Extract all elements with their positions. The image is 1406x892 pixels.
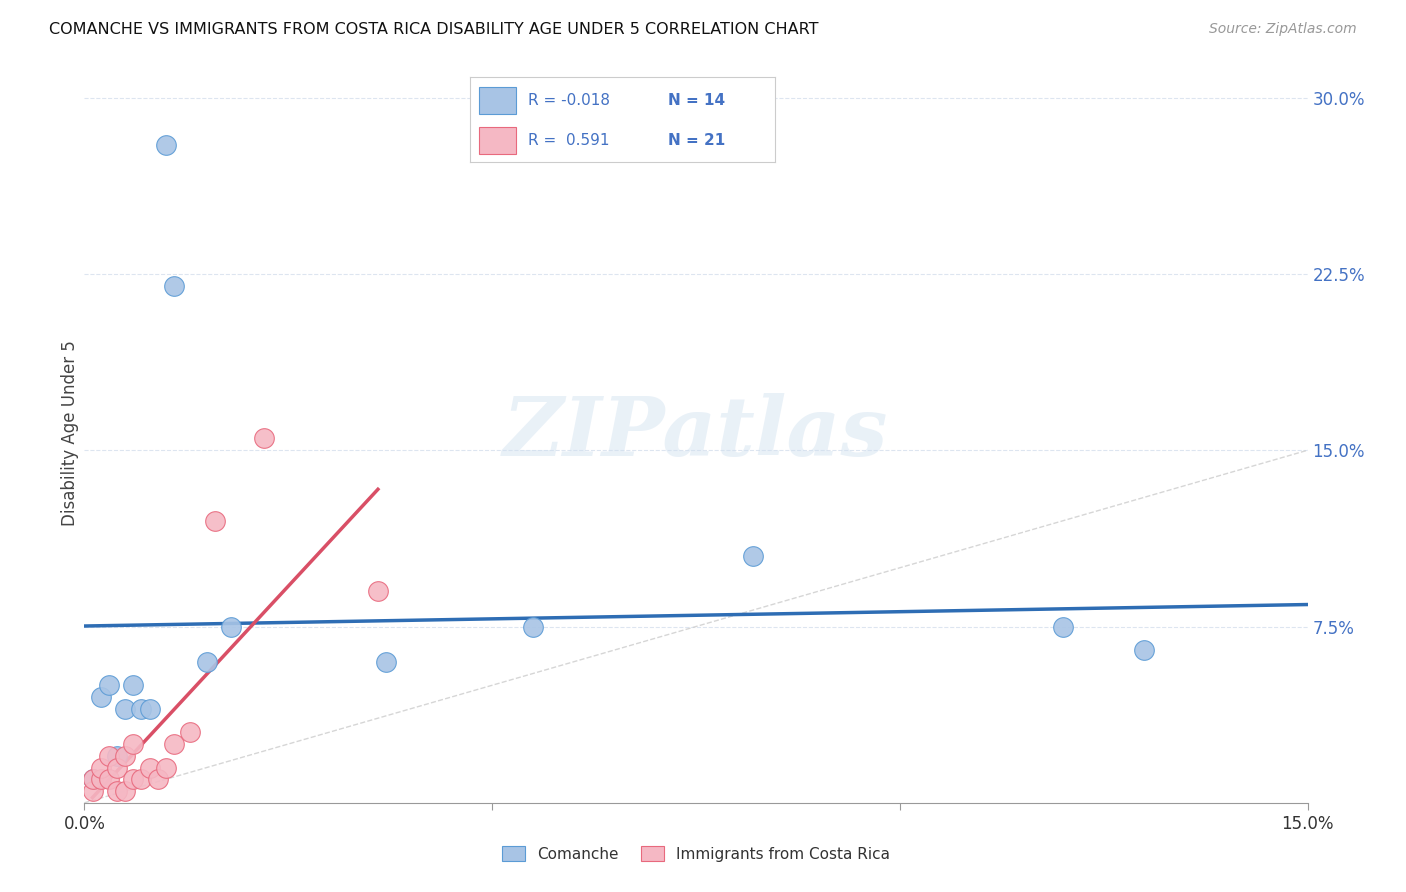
Point — [367, 584, 389, 599]
Point — [105, 748, 128, 763]
Point — [146, 772, 169, 787]
Point — [131, 702, 153, 716]
Text: COMANCHE VS IMMIGRANTS FROM COSTA RICA DISABILITY AGE UNDER 5 CORRELATION CHART: COMANCHE VS IMMIGRANTS FROM COSTA RICA D… — [49, 22, 818, 37]
Point — [82, 784, 104, 798]
Point — [105, 784, 128, 798]
Point — [375, 655, 398, 669]
Point — [90, 760, 112, 774]
Point — [155, 760, 177, 774]
Point — [114, 702, 136, 716]
Point — [155, 137, 177, 152]
Point — [97, 748, 120, 763]
Text: Source: ZipAtlas.com: Source: ZipAtlas.com — [1209, 22, 1357, 37]
Point — [219, 619, 242, 633]
Point — [204, 514, 226, 528]
Point — [90, 772, 112, 787]
Point — [522, 619, 544, 633]
Point — [82, 772, 104, 787]
Point — [163, 737, 186, 751]
Point — [82, 772, 104, 787]
Point — [138, 760, 160, 774]
Point — [114, 748, 136, 763]
Point — [105, 760, 128, 774]
Text: ZIPatlas: ZIPatlas — [503, 392, 889, 473]
Point — [122, 678, 145, 692]
Point — [179, 725, 201, 739]
Point — [1133, 643, 1156, 657]
Point — [97, 772, 120, 787]
Point — [253, 432, 276, 446]
Point — [122, 737, 145, 751]
Point — [138, 702, 160, 716]
Point — [742, 549, 765, 563]
Point — [114, 784, 136, 798]
Point — [90, 690, 112, 704]
Point — [131, 772, 153, 787]
Legend: Comanche, Immigrants from Costa Rica: Comanche, Immigrants from Costa Rica — [494, 838, 898, 869]
Point — [163, 278, 186, 293]
Point — [195, 655, 218, 669]
Point — [1052, 619, 1074, 633]
Point — [97, 678, 120, 692]
Y-axis label: Disability Age Under 5: Disability Age Under 5 — [62, 340, 80, 525]
Point — [122, 772, 145, 787]
